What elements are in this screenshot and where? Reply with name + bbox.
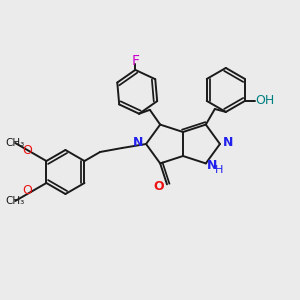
Text: CH₃: CH₃	[6, 196, 25, 206]
Text: N: N	[133, 136, 143, 149]
Text: CH₃: CH₃	[6, 138, 25, 148]
Text: O: O	[22, 184, 32, 196]
Text: N: N	[223, 136, 233, 149]
Text: O: O	[22, 143, 32, 157]
Text: H: H	[214, 165, 223, 176]
Text: F: F	[131, 54, 139, 68]
Text: N: N	[207, 159, 217, 172]
Text: OH: OH	[255, 94, 274, 107]
Text: O: O	[154, 180, 164, 193]
